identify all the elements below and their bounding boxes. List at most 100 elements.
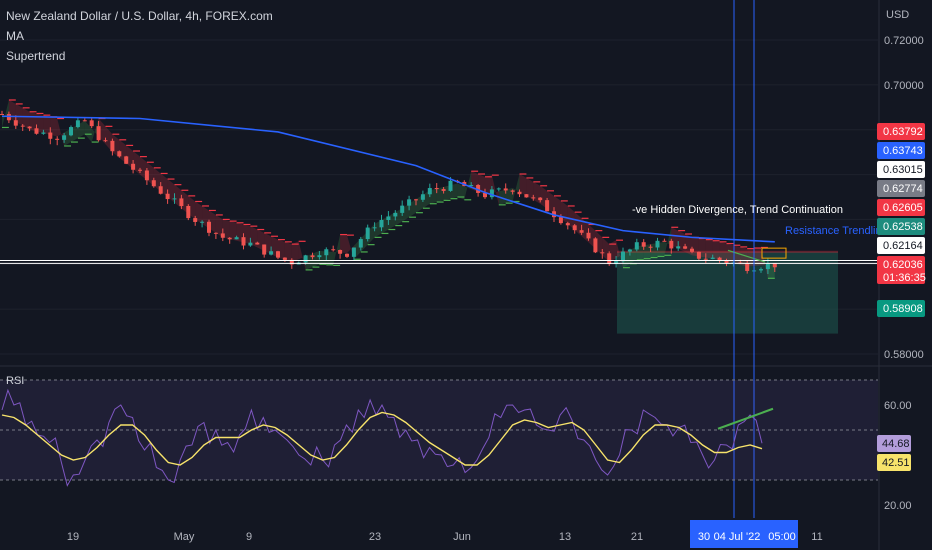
price-tag[interactable] (877, 161, 925, 178)
divergence-annotation[interactable]: -ve Hidden Divergence, Trend Continuatio… (632, 204, 843, 216)
candle-body (593, 238, 598, 253)
candle-body (75, 120, 80, 128)
candle-body (82, 120, 87, 122)
candle-body (269, 251, 274, 255)
indicator-ma-label[interactable]: MA (6, 29, 24, 43)
resistance-annotation[interactable]: Resistance Trendline (785, 225, 888, 237)
time-tick-label: May (174, 531, 195, 543)
price-tag[interactable] (877, 218, 925, 235)
time-tick-label: 9 (246, 531, 252, 543)
price-tag-value: 0.62605 (883, 202, 923, 214)
candle-body (772, 263, 777, 268)
candle-body (27, 126, 32, 129)
rsi-tag[interactable] (877, 454, 911, 471)
moving-average-line[interactable] (1, 115, 775, 243)
time-tick-label: 19 (67, 531, 79, 543)
candle-body (634, 242, 639, 250)
candle-body (621, 251, 625, 262)
price-tag[interactable] (877, 142, 925, 159)
supertrend-fill (519, 174, 527, 196)
candle-body (193, 218, 198, 222)
candle-body (124, 156, 129, 164)
rsi-ma-line[interactable] (1, 411, 763, 466)
candle-body (420, 194, 425, 200)
supertrend-fill (312, 250, 320, 268)
candle-body (62, 135, 67, 140)
candle-body (331, 249, 336, 251)
rsi-tick-label: 60.00 (884, 400, 912, 412)
time-tick-label: 13 (559, 531, 571, 543)
price-tag[interactable] (877, 300, 925, 317)
candle-body (655, 240, 660, 248)
candle-body (200, 221, 205, 223)
price-tag-value: 0.63743 (883, 145, 923, 157)
supertrend-fill (84, 120, 92, 143)
position-target-zone[interactable] (617, 252, 838, 334)
rsi-line[interactable] (1, 388, 763, 487)
candle-body (627, 249, 632, 252)
candle-body (103, 140, 108, 142)
candle-body (372, 227, 377, 229)
candle-body (158, 186, 163, 194)
time-axis-highlight[interactable] (690, 520, 798, 548)
candle-body (282, 257, 287, 260)
candle-body (690, 248, 694, 252)
candle-body (765, 263, 770, 270)
candle-body (69, 127, 73, 136)
candle-body (600, 252, 605, 254)
supertrend-fill (333, 234, 341, 266)
supertrend-fill (284, 241, 292, 263)
candle-body (351, 247, 356, 257)
candle-body (579, 230, 584, 233)
time-tick-label: 23 (369, 531, 381, 543)
price-tag[interactable] (877, 199, 925, 216)
candle-body (303, 255, 308, 263)
rsi-tag-value: 44.68 (882, 438, 910, 450)
candle-body (131, 163, 136, 170)
price-tag-value: 0.62774 (883, 183, 923, 195)
position-stop-zone[interactable] (617, 250, 838, 253)
supertrend-fill (712, 240, 720, 260)
resistance-box[interactable] (761, 247, 787, 259)
price-tag[interactable] (877, 256, 925, 284)
supertrend-fill (740, 246, 748, 267)
rsi-pane-label[interactable]: RSI (6, 375, 25, 387)
price-tag-value: 0.62036 (883, 259, 923, 271)
candle-body (248, 242, 253, 246)
price-tag[interactable] (877, 180, 925, 197)
candle-body (165, 193, 170, 200)
candle-body (213, 232, 218, 234)
time-highlight-label: 05:00 (768, 531, 796, 543)
supertrend-fill (2, 99, 9, 128)
supertrend-fill (678, 230, 686, 252)
indicator-supertrend-label[interactable]: Supertrend (6, 49, 66, 63)
supertrend-fill (22, 107, 30, 130)
rsi-divergence-line[interactable] (717, 407, 774, 430)
supertrend-fill (250, 226, 258, 248)
candle-body (469, 185, 474, 187)
symbol-title[interactable]: New Zealand Dollar / U.S. Dollar, 4h, FO… (6, 9, 273, 23)
price-axis-unit: USD (886, 9, 909, 21)
candle-body (48, 132, 53, 139)
price-tag[interactable] (877, 123, 925, 140)
candle-body (0, 114, 4, 116)
candle-body (724, 260, 729, 264)
candle-body (227, 237, 232, 240)
candle-body (172, 198, 177, 200)
candle-body (310, 255, 315, 258)
supertrend-fill (43, 115, 51, 135)
candle-body (338, 250, 343, 254)
candle-body (496, 188, 501, 190)
candle-body (41, 132, 46, 134)
candle-body (20, 125, 25, 127)
price-tag[interactable] (877, 237, 925, 254)
candle-body (538, 197, 543, 201)
rsi-tag[interactable] (877, 435, 911, 452)
candle-body (558, 217, 563, 224)
candle-body (662, 240, 667, 242)
candle-body (96, 126, 101, 141)
supertrend-fill (57, 118, 65, 146)
candle-body (517, 191, 522, 195)
candle-body (234, 237, 239, 240)
